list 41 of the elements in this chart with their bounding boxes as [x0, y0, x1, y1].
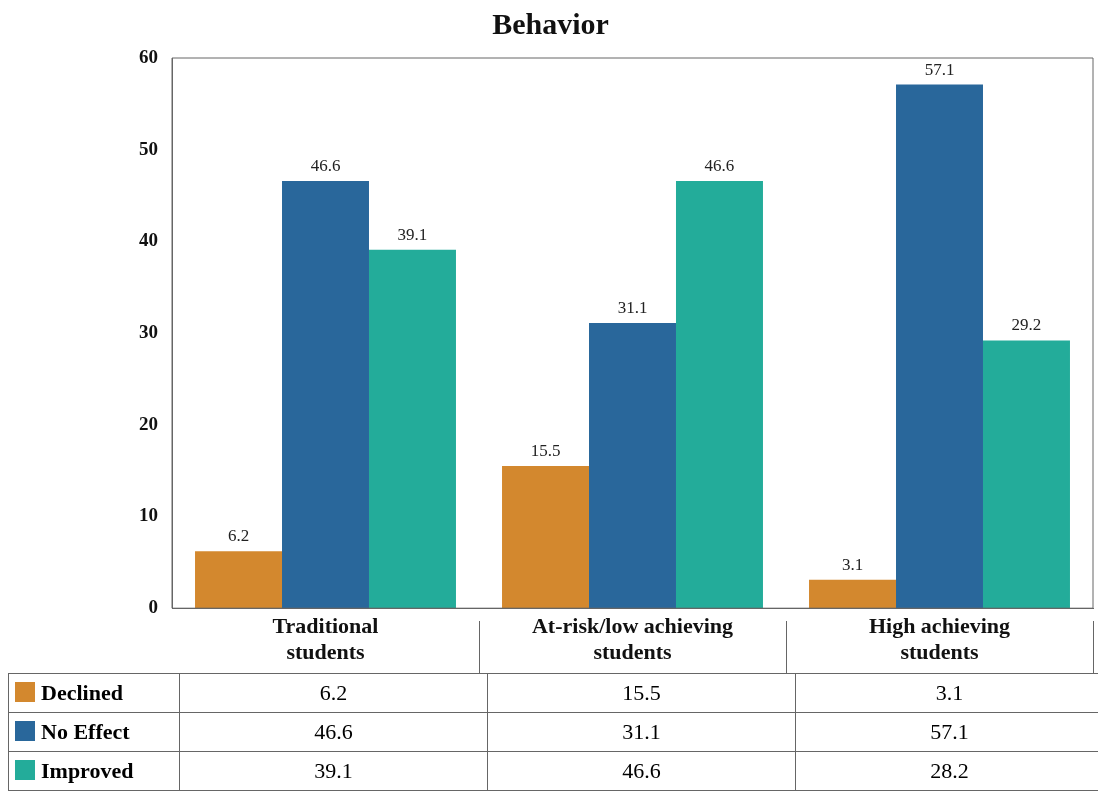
text: 57.1 [795, 712, 1098, 752]
legend-label: No Effect [41, 719, 130, 744]
text: 46.6 [487, 751, 796, 791]
text: 3.1 [795, 673, 1098, 713]
y-tick-label: 20 [139, 412, 158, 434]
y-tick-label: 50 [139, 137, 158, 159]
data-label: 39.1 [397, 224, 428, 244]
text: 6.2 [179, 673, 488, 713]
data-label: 31.1 [617, 297, 648, 317]
data-label: 57.1 [924, 59, 955, 79]
data-label: 29.2 [1011, 315, 1042, 335]
data-label: 46.6 [704, 155, 735, 175]
y-tick-label: 0 [148, 596, 158, 618]
bar [282, 180, 369, 609]
bar [896, 84, 983, 609]
legend-label: Improved [41, 758, 134, 783]
bar [502, 466, 590, 609]
y-tick-label: 10 [139, 504, 158, 526]
text: 46.6 [179, 712, 488, 752]
text: 39.1 [179, 751, 488, 791]
data-label: 6.2 [227, 526, 250, 546]
legend-label: Declined [41, 680, 123, 705]
bar [675, 180, 763, 609]
x-tick-label: At-risk/low achieving students [531, 613, 734, 665]
x-tick-label: Traditional students [272, 613, 379, 665]
data-label: 3.1 [841, 554, 864, 574]
y-tick-label: 40 [139, 229, 158, 251]
text: 31.1 [487, 712, 796, 752]
bar [982, 340, 1070, 609]
bar [589, 323, 676, 609]
bar [368, 249, 456, 609]
text: 15.5 [487, 673, 796, 713]
x-tick-label: High achieving students [868, 613, 1011, 665]
bar [195, 551, 283, 609]
y-tick-label: 30 [139, 321, 158, 343]
chart-title: Behavior [492, 6, 609, 40]
data-label: 46.6 [310, 155, 341, 175]
y-tick-label: 60 [139, 45, 158, 67]
data-label: 15.5 [530, 441, 561, 461]
bar [809, 579, 897, 609]
text: 28.2 [795, 751, 1098, 791]
